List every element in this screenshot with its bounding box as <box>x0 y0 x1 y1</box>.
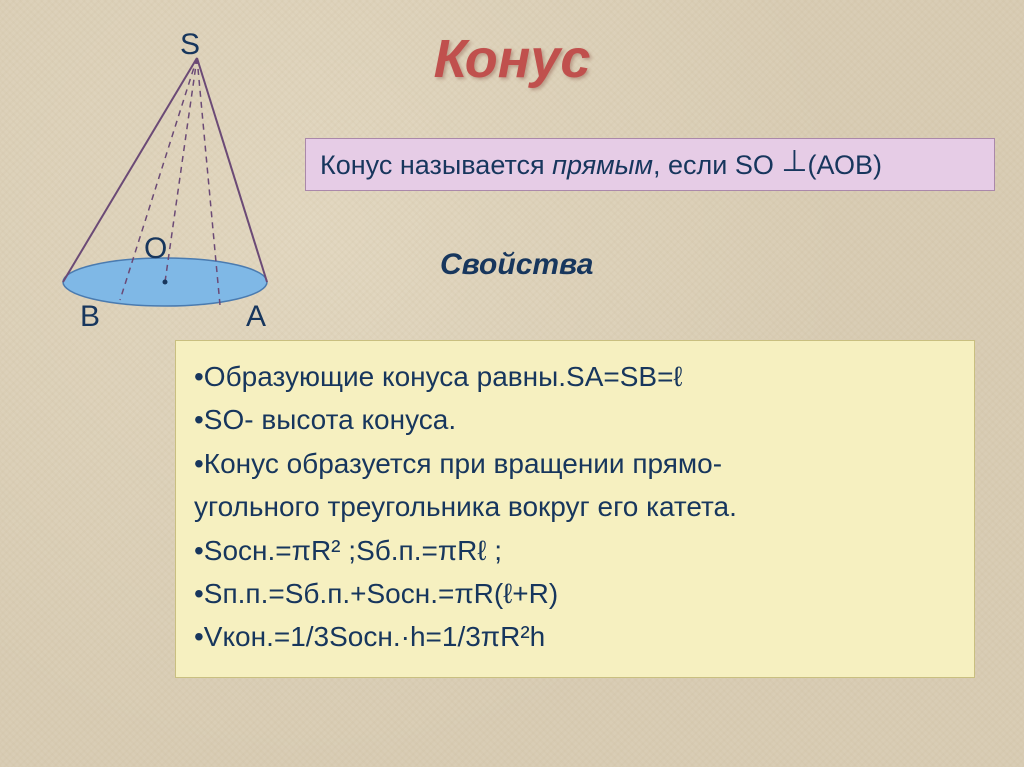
definition-italic: прямым <box>552 150 653 180</box>
property-line-4: угольного треугольника вокруг его катета… <box>194 485 956 528</box>
property-line-2: •SO- высота конуса. <box>194 398 956 441</box>
cone-height-line <box>165 58 197 282</box>
property-line-1: •Образующие конуса равны.SA=SB=ℓ <box>194 355 956 398</box>
properties-box: •Образующие конуса равны.SA=SB=ℓ •SO- вы… <box>175 340 975 678</box>
properties-heading: Свойства <box>440 248 593 282</box>
property-line-6: •Sп.п.=Sб.п.+Sосн.=πR(ℓ+R) <box>194 572 956 615</box>
label-apex: S <box>180 28 200 62</box>
cone-diagram: S O B A <box>30 10 290 330</box>
label-a: A <box>246 300 266 334</box>
label-b: B <box>80 300 100 334</box>
property-line-7: •Vкон.=1/3Sосн.·h=1/3πR²h <box>194 615 956 658</box>
perpendicular-symbol: ⊥ <box>781 145 807 178</box>
definition-tail: (АОВ) <box>808 150 882 180</box>
property-line-3: •Конус образуется при вращении прямо- <box>194 442 956 485</box>
cone-lateral-left <box>63 58 197 282</box>
definition-box: Конус называется прямым, если SO ⊥(АОВ) <box>305 138 995 191</box>
cone-svg <box>30 10 290 330</box>
definition-prefix: Конус называется <box>320 150 552 180</box>
property-line-5: •Sосн.=πR² ;Sб.п.=πRℓ ; <box>194 529 956 572</box>
cone-center-dot <box>163 280 168 285</box>
definition-suffix: , если SO <box>653 150 781 180</box>
label-center: O <box>144 232 167 266</box>
